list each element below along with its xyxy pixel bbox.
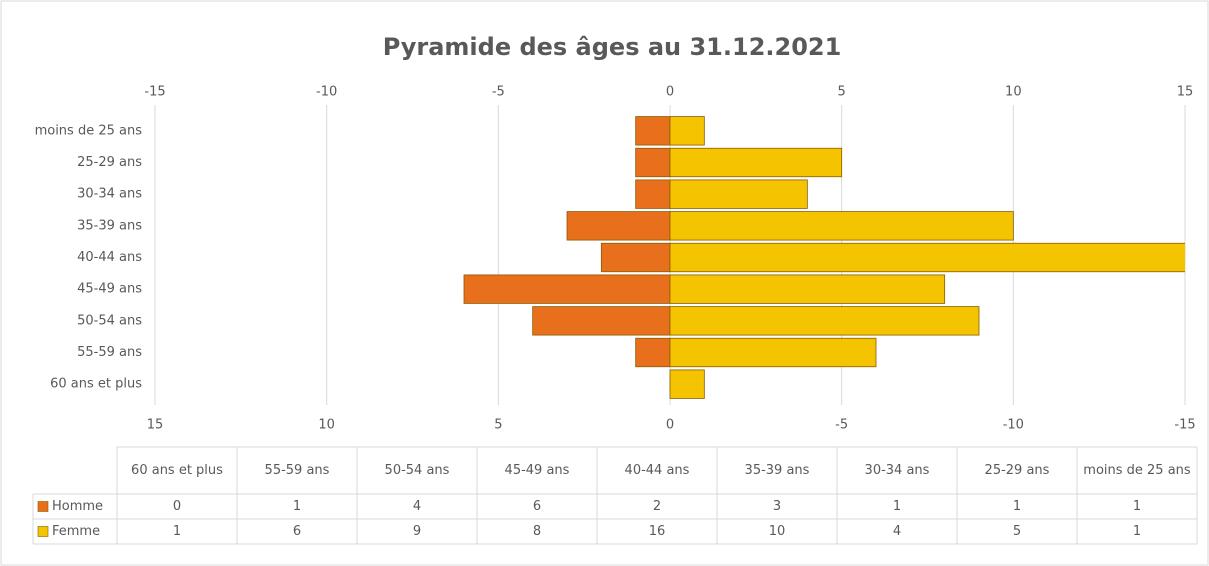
bar bbox=[669, 369, 705, 399]
table-header: moins de 25 ans bbox=[1083, 463, 1191, 478]
y-tick-label: 45-49 ans bbox=[77, 282, 142, 297]
y-tick-label: 30-34 ans bbox=[77, 187, 142, 202]
x2-tick-label: -15 bbox=[1174, 418, 1195, 433]
x-tick-label: 0 bbox=[666, 85, 674, 100]
table-value: 6 bbox=[533, 499, 541, 514]
table-value: 8 bbox=[533, 524, 541, 539]
bar bbox=[566, 211, 671, 241]
table-value: 9 bbox=[413, 524, 421, 539]
x2-tick-label: -10 bbox=[1003, 418, 1024, 433]
legend-key bbox=[37, 526, 49, 537]
table-value: 1 bbox=[173, 524, 181, 539]
y-tick-label: 50-54 ans bbox=[77, 313, 142, 328]
x-tick-label: -10 bbox=[316, 85, 337, 100]
x-tick-label: 15 bbox=[1177, 85, 1194, 100]
chart-title: Pyramide des âges au 31.12.2021 bbox=[383, 33, 842, 61]
table-header: 25-29 ans bbox=[985, 463, 1050, 478]
bar bbox=[463, 274, 671, 304]
bar bbox=[600, 242, 671, 273]
table-value: 1 bbox=[1133, 499, 1141, 514]
bar bbox=[669, 211, 1014, 241]
table-value: 4 bbox=[893, 524, 901, 539]
table-header: 50-54 ans bbox=[385, 463, 450, 478]
table-header: 35-39 ans bbox=[745, 463, 810, 478]
bar bbox=[669, 242, 1185, 273]
table-value: 4 bbox=[413, 499, 421, 514]
y-tick-label: 55-59 ans bbox=[77, 345, 142, 360]
table-value: 1 bbox=[1133, 524, 1141, 539]
y-tick-label: 60 ans et plus bbox=[50, 377, 142, 392]
bar bbox=[669, 116, 705, 146]
y-tick-label: 40-44 ans bbox=[77, 250, 142, 265]
bar bbox=[669, 147, 843, 178]
table-value: 1 bbox=[293, 499, 301, 514]
x-tick-label: -15 bbox=[144, 85, 165, 100]
table-header: 60 ans et plus bbox=[131, 463, 223, 478]
legend-key bbox=[37, 501, 49, 512]
table-value: 10 bbox=[769, 524, 786, 539]
x-tick-label: 5 bbox=[838, 85, 846, 100]
bar bbox=[669, 274, 946, 304]
bar bbox=[669, 306, 980, 336]
x-tick-label: -5 bbox=[492, 85, 505, 100]
bar bbox=[669, 179, 808, 209]
bar bbox=[635, 116, 671, 146]
x2-tick-label: 10 bbox=[318, 418, 335, 433]
x2-tick-label: 5 bbox=[494, 418, 502, 433]
bar bbox=[532, 306, 671, 336]
table-value: 3 bbox=[773, 499, 781, 514]
legend-label: Femme bbox=[52, 524, 100, 539]
table-value: 1 bbox=[893, 499, 901, 514]
y-tick-label: moins de 25 ans bbox=[35, 123, 143, 138]
x-tick-label: 10 bbox=[1005, 85, 1022, 100]
x2-tick-label: 0 bbox=[666, 418, 674, 433]
x2-tick-label: 15 bbox=[147, 418, 164, 433]
y-tick-label: 35-39 ans bbox=[77, 218, 142, 233]
table-value: 0 bbox=[173, 499, 181, 514]
table-value: 5 bbox=[1013, 524, 1021, 539]
table-header: 45-49 ans bbox=[505, 463, 570, 478]
table-header: 55-59 ans bbox=[265, 463, 330, 478]
legend-label: Homme bbox=[52, 499, 103, 514]
table-value: 16 bbox=[649, 524, 666, 539]
table-value: 1 bbox=[1013, 499, 1021, 514]
table-value: 6 bbox=[293, 524, 301, 539]
bar bbox=[635, 147, 671, 178]
y-tick-label: 25-29 ans bbox=[77, 155, 142, 170]
bar bbox=[635, 179, 671, 209]
table-header: 30-34 ans bbox=[865, 463, 930, 478]
bar bbox=[635, 337, 671, 368]
bar bbox=[669, 337, 877, 368]
table-value: 2 bbox=[653, 499, 661, 514]
x2-tick-label: -5 bbox=[835, 418, 848, 433]
table-header: 40-44 ans bbox=[625, 463, 690, 478]
plot-area bbox=[463, 116, 1185, 399]
